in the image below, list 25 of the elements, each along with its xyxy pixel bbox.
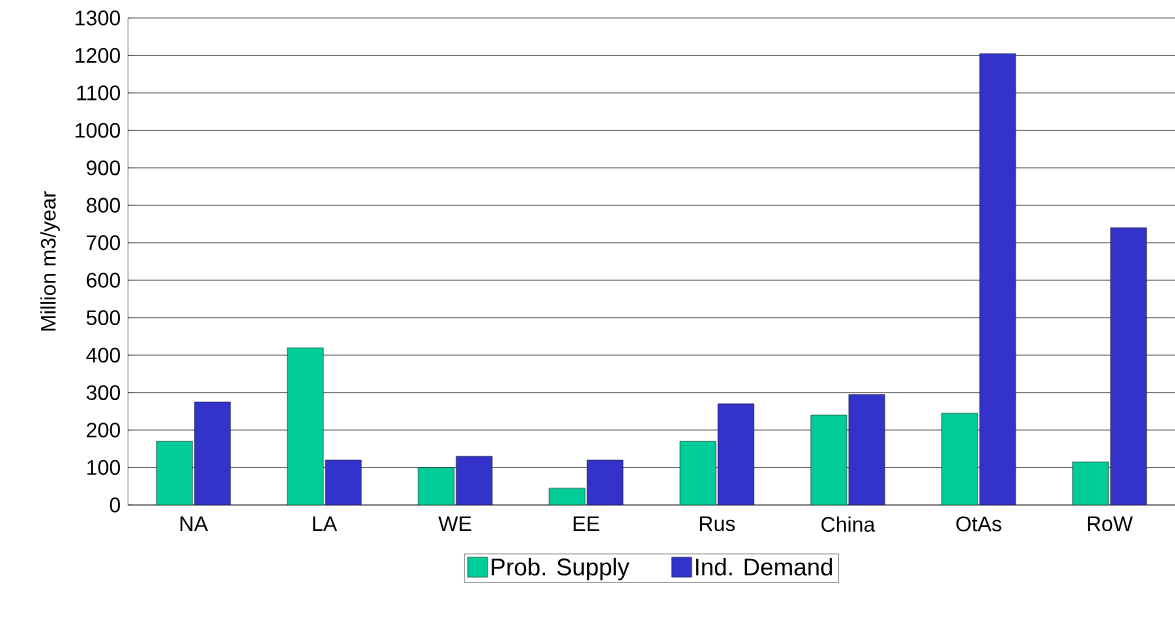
y-tick-label: 800 xyxy=(86,197,120,213)
y-tick-label: 1000 xyxy=(75,122,120,138)
y-tick-label: 900 xyxy=(86,160,120,176)
y-tick-label: 1300 xyxy=(75,10,120,26)
y-tick-label: 1100 xyxy=(77,85,120,101)
x-tick-label: China xyxy=(821,516,876,532)
x-tick-label: RoW xyxy=(1087,516,1133,532)
y-tick-label: 400 xyxy=(86,347,120,363)
y-tick-label: 0 xyxy=(109,497,120,513)
x-tick-label: EE xyxy=(573,516,600,531)
x-tick-label: Rus xyxy=(700,516,735,532)
legend-label: Ind. Demand xyxy=(696,557,832,576)
y-tick-label: 300 xyxy=(86,385,120,401)
y-tick-label: 100 xyxy=(87,460,120,475)
y-tick-label: 200 xyxy=(86,422,120,438)
y-axis-title: Million m3/year xyxy=(40,191,60,331)
legend-label: Prob. Supply xyxy=(491,557,630,581)
x-tick-label: WE xyxy=(438,516,472,531)
y-tick-label: 500 xyxy=(86,310,120,326)
y-tick-label: 600 xyxy=(86,272,120,288)
x-tick-label: NA xyxy=(180,516,208,531)
x-tick-label: LA xyxy=(313,516,338,531)
y-tick-label: 700 xyxy=(86,235,120,251)
x-tick-label: OtAs xyxy=(956,516,1002,532)
y-tick-label: 1200 xyxy=(75,48,120,63)
